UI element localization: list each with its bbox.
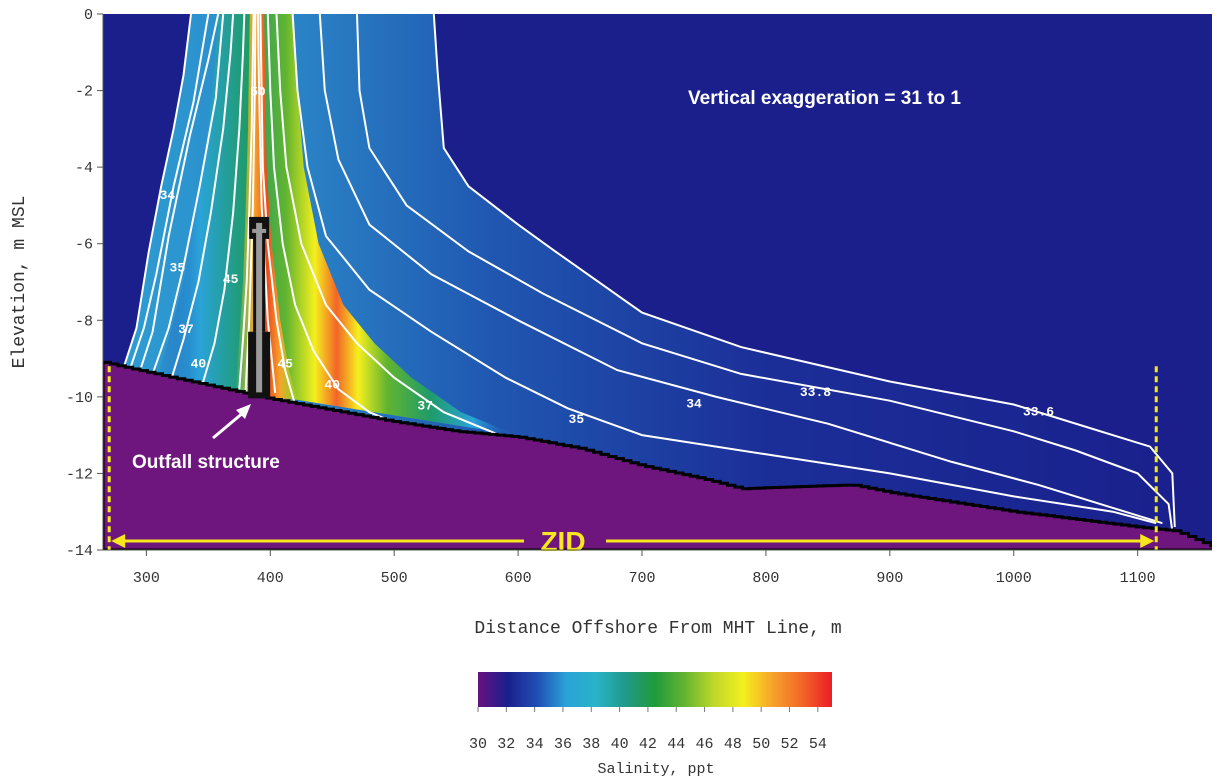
- zid-arrowhead-left: [111, 534, 126, 548]
- x-axis-title: Distance Offshore From MHT Line, m: [474, 619, 841, 639]
- contour-line: [123, 14, 192, 367]
- contour-label: 40: [191, 356, 207, 371]
- contour-line: [275, 14, 500, 437]
- colorbar-tick-label: 50: [752, 736, 770, 753]
- colorbar: 30 32 34 36 38 40 42 44 46 48 50 52 54: [469, 672, 832, 753]
- colorbar-tick-label: 38: [582, 736, 600, 753]
- zid-label: ZID: [540, 526, 585, 557]
- contour-label: 35: [170, 261, 186, 276]
- contour-label: 45: [277, 356, 293, 371]
- colorbar-tick-label: 30: [469, 736, 487, 753]
- contour-line: [356, 14, 1174, 532]
- contour-label: 35: [569, 412, 585, 427]
- colorbar-tick-label: 36: [554, 736, 572, 753]
- colorbar-tick-label: 40: [611, 736, 629, 753]
- contour-label: 45: [223, 272, 239, 287]
- contour-line: [170, 14, 235, 380]
- contour-line: [432, 14, 1176, 528]
- x-tick-label: 300: [133, 570, 160, 587]
- outfall-port: [252, 228, 267, 233]
- x-tick-label: 1000: [996, 570, 1032, 587]
- seabed: [103, 360, 1212, 550]
- contour-line: [291, 14, 1157, 525]
- x-tick-label: 500: [381, 570, 408, 587]
- contour-line: [318, 14, 1163, 525]
- y-axis: 0 -2 -4 -6 -8 -10 -12 -14: [66, 7, 104, 560]
- outfall-label: Outfall structure: [132, 452, 280, 473]
- y-tick-label: -14: [66, 543, 93, 560]
- y-tick-label: -2: [75, 84, 93, 101]
- contour-line: [259, 14, 297, 405]
- contour-label: 37: [178, 322, 194, 337]
- contour-line: [238, 14, 255, 390]
- contour-label: 33.6: [1023, 404, 1054, 419]
- colorbar-tick-label: 48: [724, 736, 742, 753]
- outfall-pipe: [256, 222, 263, 393]
- contour-label: 40: [324, 377, 340, 392]
- y-tick-label: 0: [84, 7, 93, 24]
- contour-line: [139, 14, 220, 371]
- x-tick-label: 900: [876, 570, 903, 587]
- y-axis-title: Elevation, m MSL: [10, 196, 30, 369]
- contour-line: [201, 14, 246, 386]
- y-tick-label: -8: [75, 313, 93, 330]
- colorbar-tick-label: 32: [497, 736, 515, 753]
- contour-line: [129, 14, 210, 369]
- colorbar-title: Salinity, ppt: [597, 761, 714, 778]
- y-tick-label: -10: [66, 390, 93, 407]
- contour-label: 37: [417, 399, 433, 414]
- plot-area: 33.6 33.8 34 34 35 35 37 37 40 40 45 45 50: [103, 14, 1212, 550]
- outfall-arrow-shaft: [212, 410, 245, 440]
- contour-lines: [123, 14, 1176, 532]
- contour-label: 33.8: [800, 385, 831, 400]
- x-tick-label: 800: [752, 570, 779, 587]
- contour-line: [256, 14, 277, 394]
- zid-markers: ZID: [107, 366, 1158, 557]
- contour-line: [151, 14, 225, 375]
- contour-labels: 33.6 33.8 34 34 35 35 37 37 40 40 45 45 50: [160, 85, 1055, 427]
- outfall-arrow-head: [236, 404, 251, 419]
- colorbar-tick-label: 52: [781, 736, 799, 753]
- exaggeration-note: Vertical exaggeration = 31 to 1: [688, 88, 961, 109]
- outfall-structure: [248, 216, 271, 399]
- contour-label: 50: [250, 85, 266, 100]
- contour-label: 34: [160, 188, 176, 203]
- contour-label: 34: [686, 397, 702, 412]
- x-tick-label: 1100: [1120, 570, 1156, 587]
- y-tick-label: -4: [75, 160, 93, 177]
- y-tick-label: -12: [66, 466, 93, 483]
- x-tick-label: 600: [505, 570, 532, 587]
- colorbar-scale: [478, 672, 832, 707]
- colorbar-tick-label: 34: [526, 736, 544, 753]
- colorbar-tick-label: 42: [639, 736, 657, 753]
- colorbar-tick-label: 46: [696, 736, 714, 753]
- contour-line: [266, 14, 407, 429]
- x-tick-label: 700: [629, 570, 656, 587]
- colorbar-tick-label: 54: [809, 736, 827, 753]
- y-tick-label: -6: [75, 237, 93, 254]
- colorbar-tick-label: 44: [667, 736, 685, 753]
- x-axis: 300 400 500 600 700 800 900 1000 1100: [103, 549, 1212, 587]
- x-tick-label: 400: [257, 570, 284, 587]
- contour-line: [244, 14, 257, 394]
- zid-arrowhead-right: [1140, 534, 1155, 548]
